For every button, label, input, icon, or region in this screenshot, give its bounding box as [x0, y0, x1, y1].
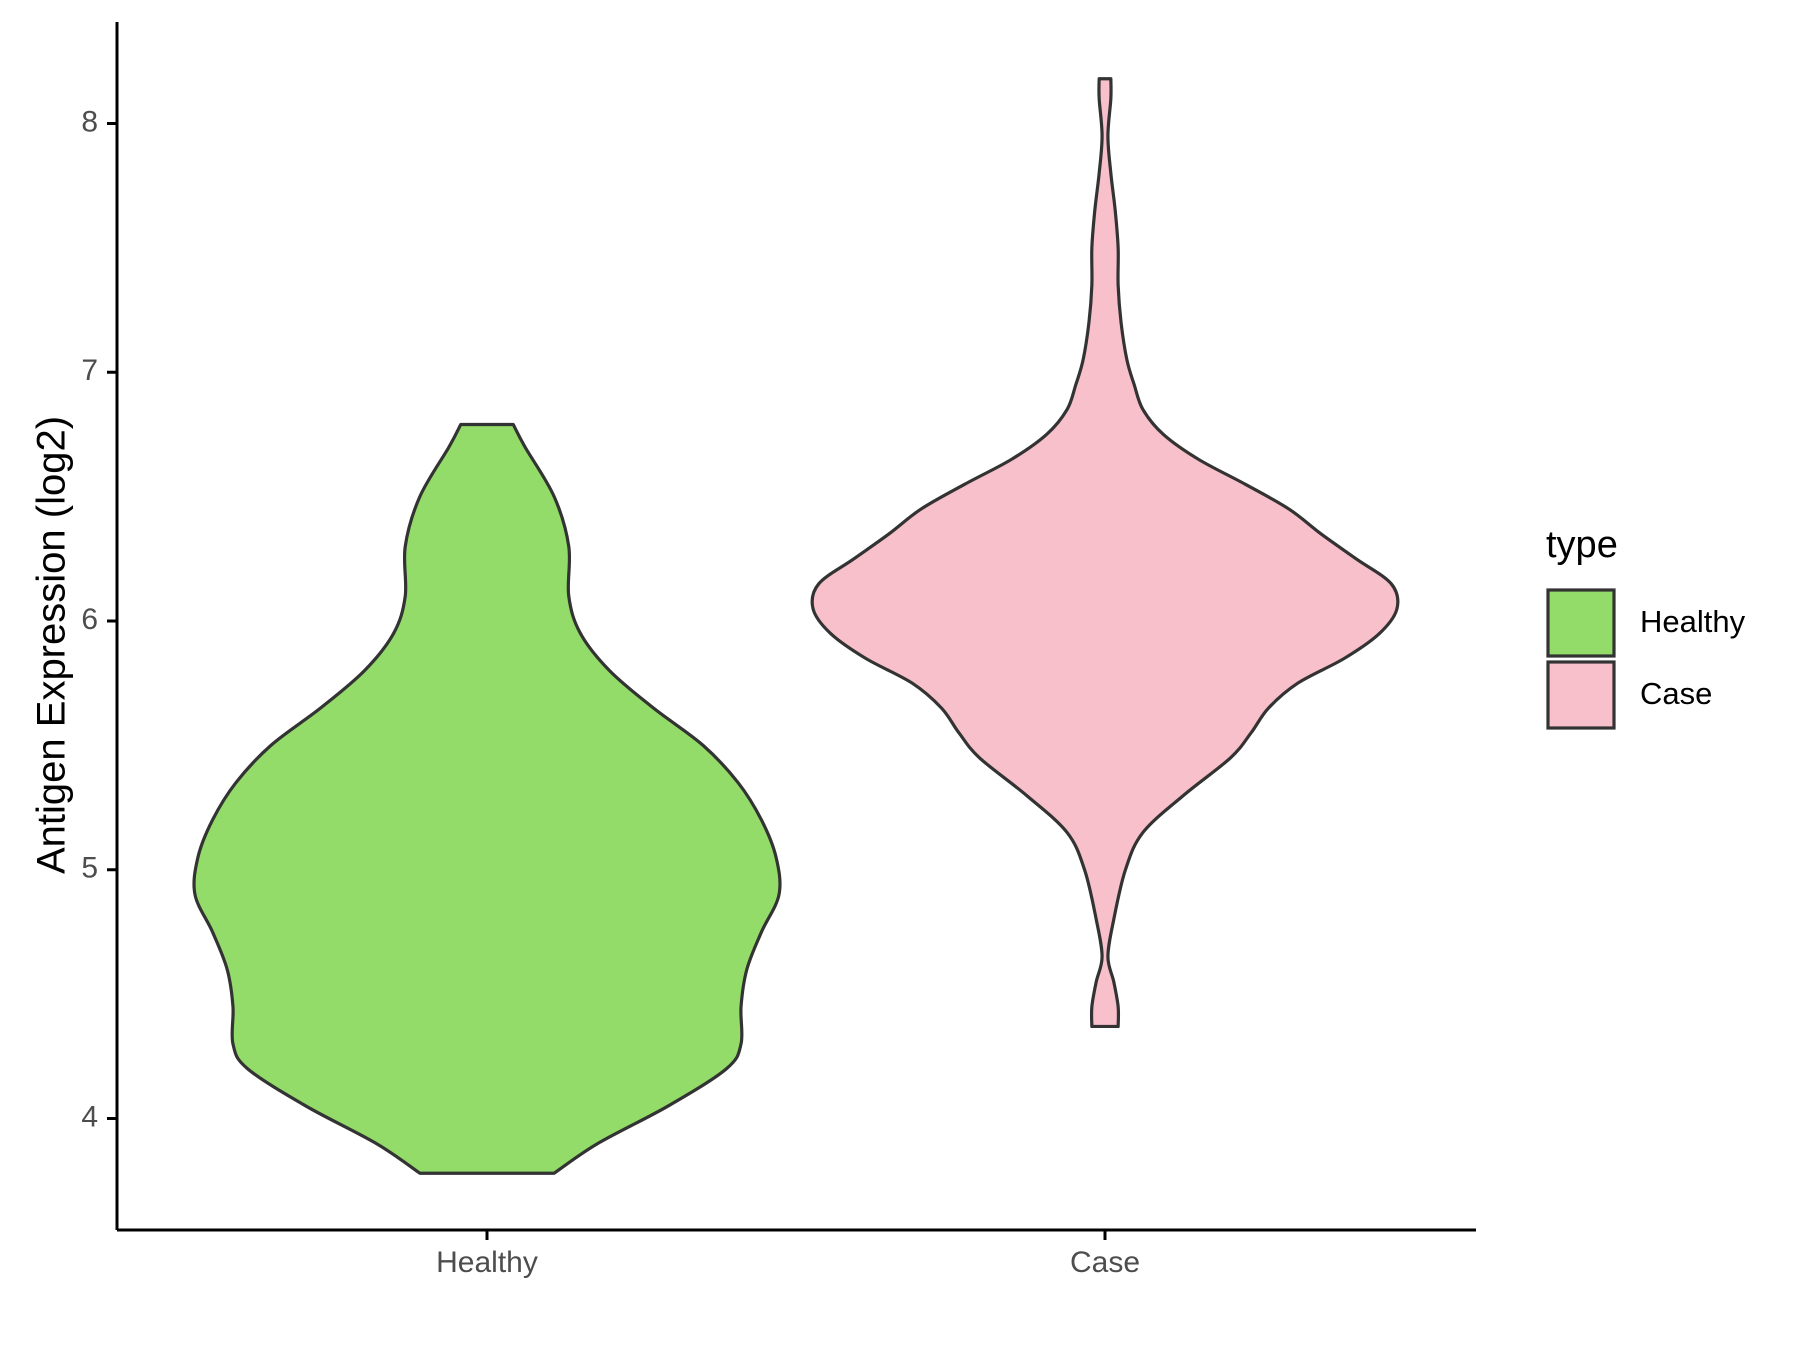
violin-healthy [192, 422, 782, 1175]
legend-label-case: Case [1640, 676, 1712, 711]
legend-label-healthy: Healthy [1640, 604, 1746, 639]
y-tick-label: 5 [81, 852, 98, 885]
legend-entries: Healthy Case [1546, 588, 1746, 730]
plot-area [192, 77, 1400, 1175]
y-axis-title: Antigen Expression (log2) [30, 416, 74, 874]
x-tick-label: Healthy [436, 1246, 538, 1279]
legend-title: type [1546, 524, 1618, 566]
x-tick-label: Case [1070, 1246, 1140, 1279]
y-tick-label: 7 [81, 354, 98, 387]
y-tick-label: 8 [81, 105, 98, 138]
legend-swatch-healthy [1546, 588, 1616, 658]
axes: 4 5 6 7 8 Healthy Case Antigen Expression (lo… [30, 22, 1476, 1279]
y-ticks: 4 5 6 7 8 [81, 105, 117, 1133]
y-tick-label: 6 [81, 603, 98, 636]
x-ticks: Healthy Case [436, 1230, 1140, 1279]
y-tick-label: 4 [81, 1100, 98, 1133]
legend-swatch-case [1546, 660, 1616, 730]
legend: type Healthy Case [1546, 524, 1746, 730]
violin-case [810, 77, 1400, 1029]
